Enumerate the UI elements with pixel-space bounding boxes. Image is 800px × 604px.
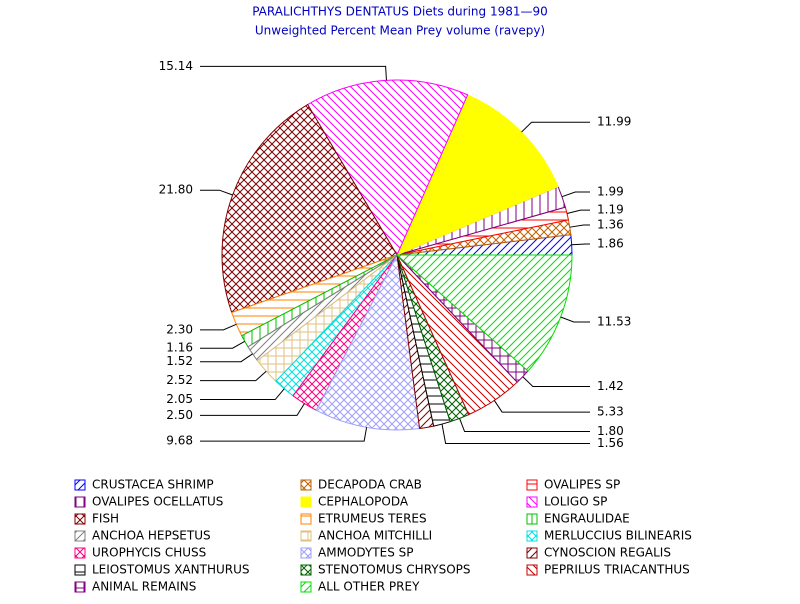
chart-subtitle: Unweighted Percent Mean Prey volume (rav…	[255, 24, 545, 38]
legend-label: PEPRILUS TRIACANTHUS	[544, 563, 690, 577]
data-label: 9.68	[166, 434, 193, 448]
legend-swatch	[74, 496, 86, 508]
legend-label: OVALIPES OCELLATUS	[92, 495, 223, 509]
legend-swatch	[526, 564, 538, 576]
data-label: 2.05	[166, 392, 193, 406]
leader-line	[561, 191, 590, 198]
legend-label: AMMODYTES SP	[318, 546, 413, 560]
legend-label: DECAPODA CRAB	[318, 478, 422, 492]
legend-label: MERLUCCIUS BILINEARIS	[544, 529, 692, 543]
legend-label: LEIOSTOMUS XANTHURUS	[92, 563, 250, 577]
leader-line	[200, 427, 368, 442]
leader-line	[571, 243, 590, 246]
legend-label: ALL OTHER PREY	[318, 580, 420, 594]
legend-label: ANIMAL REMAINS	[92, 580, 196, 594]
leader-line	[493, 400, 590, 413]
legend-swatch	[74, 547, 86, 559]
legend-swatch	[74, 564, 86, 576]
data-label: 2.30	[166, 322, 193, 336]
data-label: 1.36	[597, 217, 624, 231]
data-label: 1.99	[597, 185, 624, 199]
legend-label: STENOTOMUS CHRYSOPS	[318, 563, 471, 577]
leader-line	[566, 209, 590, 214]
leader-line	[200, 340, 246, 349]
legend-swatch	[300, 564, 312, 576]
leader-line	[200, 65, 387, 81]
data-label: 5.33	[597, 405, 624, 419]
legend-swatch	[526, 547, 538, 559]
leader-line	[200, 403, 305, 416]
data-label: 1.42	[597, 379, 624, 393]
data-label: 21.80	[159, 183, 193, 197]
chart-title: PARALICHTHYS DENTATUS Diets during 1981—…	[252, 5, 548, 19]
legend-label: ENGRAULIDAE	[544, 512, 630, 526]
data-label: 15.14	[159, 59, 193, 73]
legend-label: LOLIGO SP	[544, 495, 607, 509]
legend-label: OVALIPES SP	[544, 478, 620, 492]
legend-label: FISH	[92, 512, 119, 526]
legend-label: CYNOSCION REGALIS	[544, 546, 671, 560]
legend-swatch	[74, 513, 86, 525]
legend-swatch	[74, 530, 86, 542]
leader-line	[569, 224, 590, 228]
leader-line	[200, 370, 267, 382]
legend-swatch	[526, 496, 538, 508]
legend-swatch	[300, 581, 312, 593]
leader-line	[459, 418, 590, 433]
leader-line	[200, 323, 237, 331]
legend-label: ANCHOA MITCHILLI	[318, 529, 432, 543]
legend-label: ETRUMEUS TERES	[318, 512, 427, 526]
leader-line	[200, 189, 233, 196]
legend-swatch	[74, 479, 86, 491]
data-label: 2.50	[166, 408, 193, 422]
leader-line	[200, 388, 285, 401]
leader-line	[521, 121, 590, 133]
leader-line	[200, 353, 253, 363]
legend-swatch	[526, 479, 538, 491]
data-label: 1.80	[597, 424, 624, 438]
data-label: 1.86	[597, 236, 624, 250]
legend-swatch	[300, 530, 312, 542]
data-label: 2.52	[166, 373, 193, 387]
legend-label: UROPHYCIS CHUSS	[92, 546, 206, 560]
leader-line	[522, 376, 590, 387]
data-label: 1.56	[597, 436, 624, 450]
legend-swatch	[300, 496, 312, 508]
legend-label: CRUSTACEA SHRIMP	[92, 478, 214, 492]
legend-swatch	[526, 513, 538, 525]
leader-line	[441, 424, 590, 445]
legend-swatch	[526, 530, 538, 542]
legend-label: CEPHALOPODA	[318, 495, 409, 509]
legend-swatch	[300, 547, 312, 559]
data-label: 1.52	[166, 354, 193, 368]
data-label: 1.16	[166, 341, 193, 355]
data-label: 11.53	[597, 314, 631, 328]
legend-swatch	[300, 479, 312, 491]
leader-line	[560, 316, 590, 323]
data-label: 1.19	[597, 203, 624, 217]
legend-label: ANCHOA HEPSETUS	[92, 529, 211, 543]
legend-swatch	[300, 513, 312, 525]
legend-swatch	[74, 581, 86, 593]
data-label: 11.99	[597, 115, 631, 129]
